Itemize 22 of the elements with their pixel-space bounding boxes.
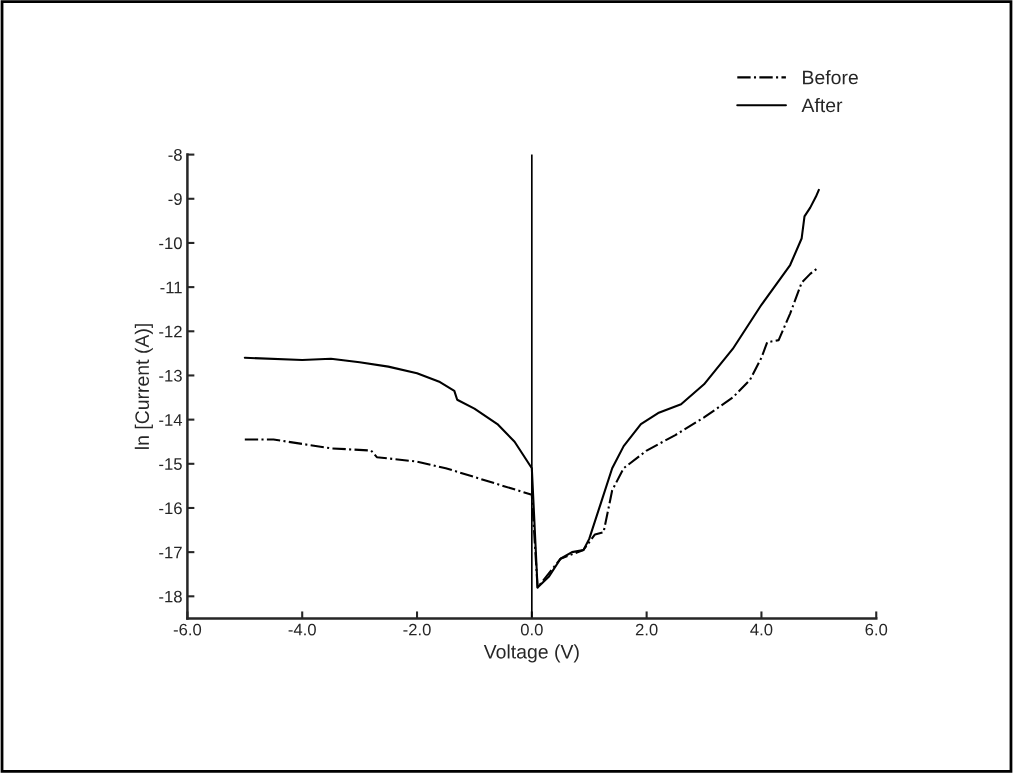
y-tick-label: -8 [168,149,182,161]
y-tick-label: -9 [168,193,182,205]
y-tick-label: -16 [159,502,182,515]
x-tick-label: 4.0 [750,623,773,636]
y-tick-label: -11 [160,281,182,294]
y-tick-label: -13 [159,369,182,382]
y-axis-title: ln [Current (A)] [134,324,153,449]
y-tick-label: -12 [159,325,182,338]
y-tick-label: -14 [159,414,183,426]
x-tick-label: 6.0 [865,623,888,636]
y-tick-label: -18 [159,590,182,603]
legend-label: After [801,97,843,113]
x-tick-label: -2.0 [403,623,431,636]
x-axis-title: Voltage (V) [483,644,579,663]
legend-label: Before [803,70,858,85]
y-tick-label: -10 [159,237,182,250]
x-tick-label: 2.0 [635,623,658,636]
x-tick-label: 0.0 [520,623,543,636]
x-tick-label: -6.0 [173,623,202,636]
x-tick-label: -4.0 [288,623,316,636]
y-tick-label: -17 [159,546,182,559]
y-tick-label: -15 [159,458,182,470]
